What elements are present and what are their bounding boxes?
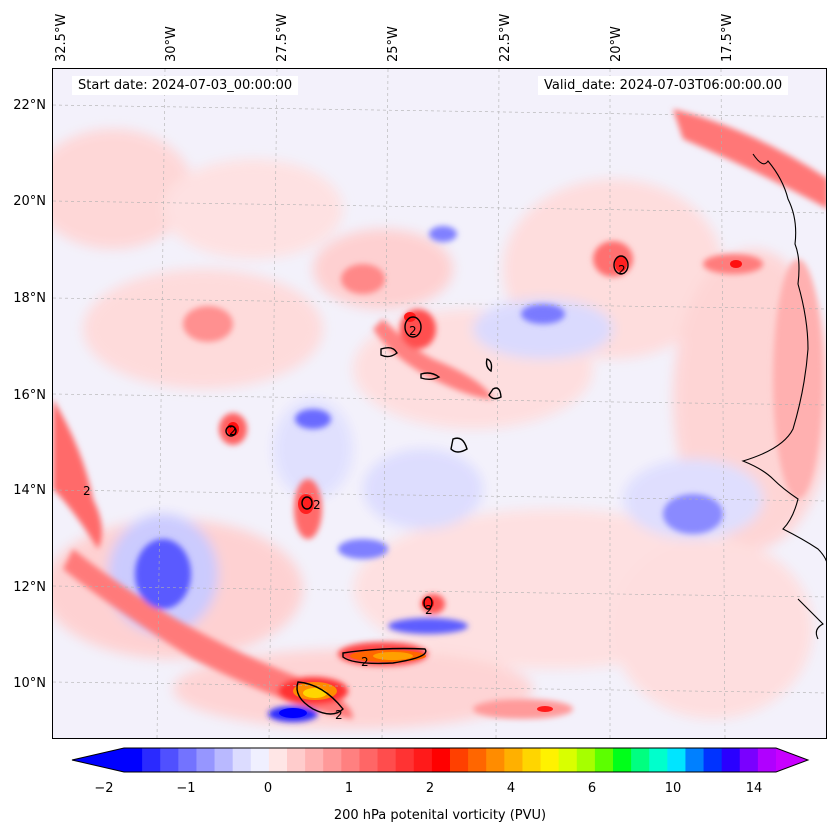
colorbar-segment [576, 748, 596, 772]
pv-2-contours [225, 255, 629, 715]
graticule [53, 69, 826, 738]
lat-label-12n: 12°N [13, 580, 46, 595]
lat-label-16n: 16°N [13, 388, 46, 403]
colorbar-segment [613, 748, 632, 772]
contour-label: 2 [313, 498, 321, 512]
lat-label-14n: 14°N [13, 483, 46, 498]
cbar-tick: 2 [425, 781, 435, 796]
colorbar-segment [160, 748, 179, 772]
colorbar-outline [71, 747, 810, 773]
pv-map: 2 2 2 2 2 2 2 2 [52, 68, 827, 739]
pv-field: 2 2 2 2 2 2 2 2 [53, 69, 826, 738]
colorbar-label: 200 hPa potenital vorticity (PVU) [333, 808, 547, 823]
contour-label: 2 [409, 324, 417, 338]
colorbar-segment [268, 748, 288, 772]
colorbar-segment [377, 748, 397, 772]
lat-label-18n: 18°N [13, 291, 46, 306]
colorbar-segment [305, 748, 324, 772]
contour-label: 2 [361, 655, 369, 669]
colorbar-segment [431, 748, 451, 772]
lon-label-32-5w: 32.5°W [54, 13, 69, 62]
cbar-tick: 1 [344, 781, 354, 796]
colorbar-segment [685, 748, 705, 772]
colorbar-segment [667, 748, 686, 772]
contour-label: 2 [425, 603, 433, 617]
contour-labels: 2 2 2 2 2 2 2 2 [83, 263, 626, 722]
colorbar-segment [124, 748, 143, 772]
lon-label-30w: 30°W [164, 26, 179, 62]
colorbar-segment [594, 748, 614, 772]
lat-label-22n: 22°N [13, 98, 46, 113]
colorbar-segment [323, 748, 342, 772]
cbar-tick: −1 [176, 781, 196, 796]
colorbar-segment [486, 748, 505, 772]
lon-label-25w: 25°W [386, 26, 401, 62]
colorbar-segment [721, 748, 741, 772]
colorbar-segment [341, 748, 360, 772]
lat-label-20n: 20°N [13, 194, 46, 209]
contour-label: 2 [83, 484, 91, 498]
lat-label-10n: 10°N [13, 676, 46, 691]
colorbar-segment [359, 748, 379, 772]
cbar-tick: −2 [94, 781, 114, 796]
colorbar-segment [178, 748, 197, 772]
contour-label: 2 [335, 708, 343, 722]
colorbar-segment [413, 748, 433, 772]
colorbar-segment [649, 748, 668, 772]
lon-label-22-5w: 22.5°W [498, 13, 513, 62]
colorbar-segment [450, 748, 469, 772]
colorbar-segment [196, 748, 216, 772]
colorbar-segment [395, 748, 415, 772]
colorbar-segment [739, 748, 759, 772]
coastline [741, 153, 826, 640]
colorbar-segment [468, 748, 487, 772]
colorbar [71, 747, 810, 773]
cbar-tick: 0 [263, 781, 273, 796]
cbar-tick: 14 [745, 781, 763, 796]
cbar-tick: 4 [506, 781, 516, 796]
colorbar-segment [558, 748, 578, 772]
colorbar-segment [232, 748, 252, 772]
lon-label-17-5w: 17.5°W [720, 13, 735, 62]
valid-date-label: Valid_date: 2024-07-03T06:00:00.00 [538, 76, 789, 95]
colorbar-segment [631, 748, 650, 772]
colorbar-segment [142, 748, 161, 772]
colorbar-segment [214, 748, 234, 772]
contour-label: 2 [618, 263, 626, 277]
lon-label-27-5w: 27.5°W [275, 13, 290, 62]
colorbar-segment [287, 748, 306, 772]
colorbar-segment [504, 748, 523, 772]
colorbar-segment [540, 748, 560, 772]
contour-label: 2 [229, 424, 237, 438]
colorbar-segment [250, 748, 270, 772]
start-date-label: Start date: 2024-07-03_00:00:00 [72, 76, 299, 95]
colorbar-segment [757, 748, 777, 772]
cbar-tick: 6 [587, 781, 597, 796]
lon-label-20w: 20°W [609, 26, 624, 62]
colorbar-segment [703, 748, 723, 772]
cbar-tick: 10 [664, 781, 682, 796]
colorbar-extend-low [72, 748, 124, 772]
colorbar-segment [522, 748, 542, 772]
colorbar-extend-high [776, 748, 808, 772]
